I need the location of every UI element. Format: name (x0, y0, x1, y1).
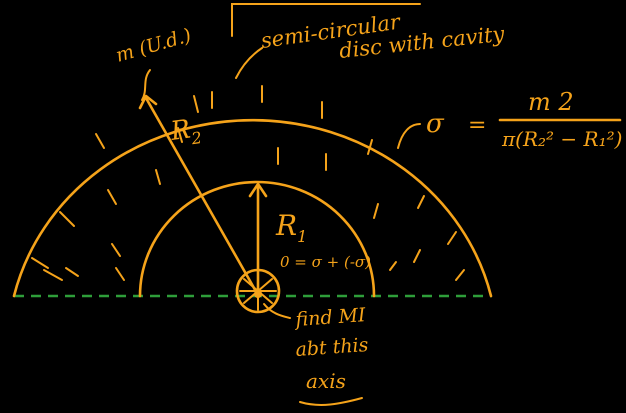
center-point (235, 268, 281, 314)
note-underline (299, 397, 363, 406)
label-zero-equation: 0 = σ + (-σ) (280, 253, 371, 271)
label-r1: R1 (275, 209, 307, 246)
shading-hatch (31, 85, 465, 281)
radius-r2-arrow (138, 94, 260, 297)
note-pointer (263, 303, 291, 319)
brace-connector (231, 3, 421, 37)
pointer-to-edge (141, 69, 151, 101)
note-line-3: axis (306, 369, 346, 393)
formula-denominator: π(R₂² − R₁²) (501, 127, 622, 151)
label-equals: = (468, 113, 486, 138)
label-sigma: σ (426, 109, 445, 139)
note-line-2: abt this (295, 334, 369, 361)
label-mass: m (U.d.) (113, 24, 193, 66)
formula-numerator: m 2 (528, 88, 574, 116)
note-line-1: find MI (293, 304, 367, 331)
label-r2: R2 (168, 113, 203, 151)
sigma-pointer (397, 123, 421, 149)
title-pointer (235, 47, 263, 79)
outer-semicircle (12, 118, 493, 298)
inner-semicircle (138, 180, 376, 298)
